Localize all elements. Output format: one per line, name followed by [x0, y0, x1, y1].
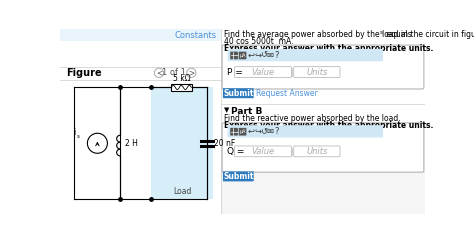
Text: ↩: ↩ — [248, 51, 255, 60]
FancyBboxPatch shape — [228, 125, 383, 137]
Text: >: > — [188, 68, 194, 77]
Text: 1 of 1: 1 of 1 — [163, 68, 186, 77]
Text: ↩: ↩ — [248, 127, 255, 136]
Text: Value: Value — [251, 67, 274, 77]
Text: Figure: Figure — [66, 68, 102, 78]
FancyBboxPatch shape — [230, 52, 238, 59]
Text: Express your answer with the appropriate units.: Express your answer with the appropriate… — [225, 121, 434, 130]
Text: 20 nF: 20 nF — [214, 139, 236, 148]
Text: ↪: ↪ — [254, 51, 261, 60]
Text: ▼: ▼ — [224, 107, 229, 113]
Text: ?: ? — [274, 51, 279, 60]
Text: Load: Load — [173, 187, 191, 196]
Text: ?: ? — [274, 127, 279, 136]
Text: Constants: Constants — [174, 31, 217, 40]
Bar — [221, 127, 425, 214]
FancyBboxPatch shape — [235, 146, 292, 157]
Text: 5 kΩ: 5 kΩ — [173, 74, 190, 83]
Text: s: s — [77, 134, 80, 139]
Text: Value: Value — [251, 147, 274, 156]
Text: ✉: ✉ — [266, 51, 273, 60]
Text: <: < — [156, 68, 162, 77]
Text: Find the reactive power absorbed by the load.: Find the reactive power absorbed by the … — [225, 114, 401, 123]
Text: µA: µA — [239, 129, 246, 134]
FancyBboxPatch shape — [222, 45, 424, 89]
FancyBboxPatch shape — [222, 123, 424, 172]
Text: Express your answer with the appropriate units.: Express your answer with the appropriate… — [225, 44, 434, 53]
FancyBboxPatch shape — [228, 49, 383, 61]
Text: Units: Units — [306, 147, 328, 156]
FancyBboxPatch shape — [239, 52, 246, 59]
Text: Part B: Part B — [231, 107, 262, 116]
Bar — [171, 84, 192, 91]
Text: s: s — [380, 30, 383, 35]
Text: Find the average power absorbed by the load in the circuit in figure if i: Find the average power absorbed by the l… — [225, 30, 474, 40]
Text: Q =: Q = — [227, 147, 244, 156]
FancyBboxPatch shape — [294, 67, 340, 77]
Text: 2 H: 2 H — [125, 139, 138, 148]
Text: equals: equals — [384, 30, 411, 40]
Text: Submit: Submit — [223, 172, 254, 181]
Text: Request Answer: Request Answer — [256, 89, 318, 98]
FancyBboxPatch shape — [230, 128, 238, 136]
FancyBboxPatch shape — [223, 88, 254, 98]
Text: ↪: ↪ — [254, 127, 261, 136]
FancyBboxPatch shape — [223, 171, 254, 181]
Text: 40 cos 5000t  mA.: 40 cos 5000t mA. — [225, 37, 294, 46]
Text: Units: Units — [306, 67, 328, 77]
FancyBboxPatch shape — [235, 67, 292, 77]
Bar — [61, 29, 221, 41]
Text: i: i — [73, 128, 76, 137]
FancyBboxPatch shape — [239, 128, 246, 136]
Text: P =: P = — [227, 67, 243, 77]
Text: ✉: ✉ — [266, 127, 273, 136]
Text: Submit: Submit — [223, 89, 254, 98]
Text: µA: µA — [239, 53, 246, 58]
FancyBboxPatch shape — [294, 146, 340, 157]
Text: ↺: ↺ — [260, 51, 267, 60]
Bar — [151, 87, 213, 199]
Text: ↺: ↺ — [260, 127, 267, 136]
